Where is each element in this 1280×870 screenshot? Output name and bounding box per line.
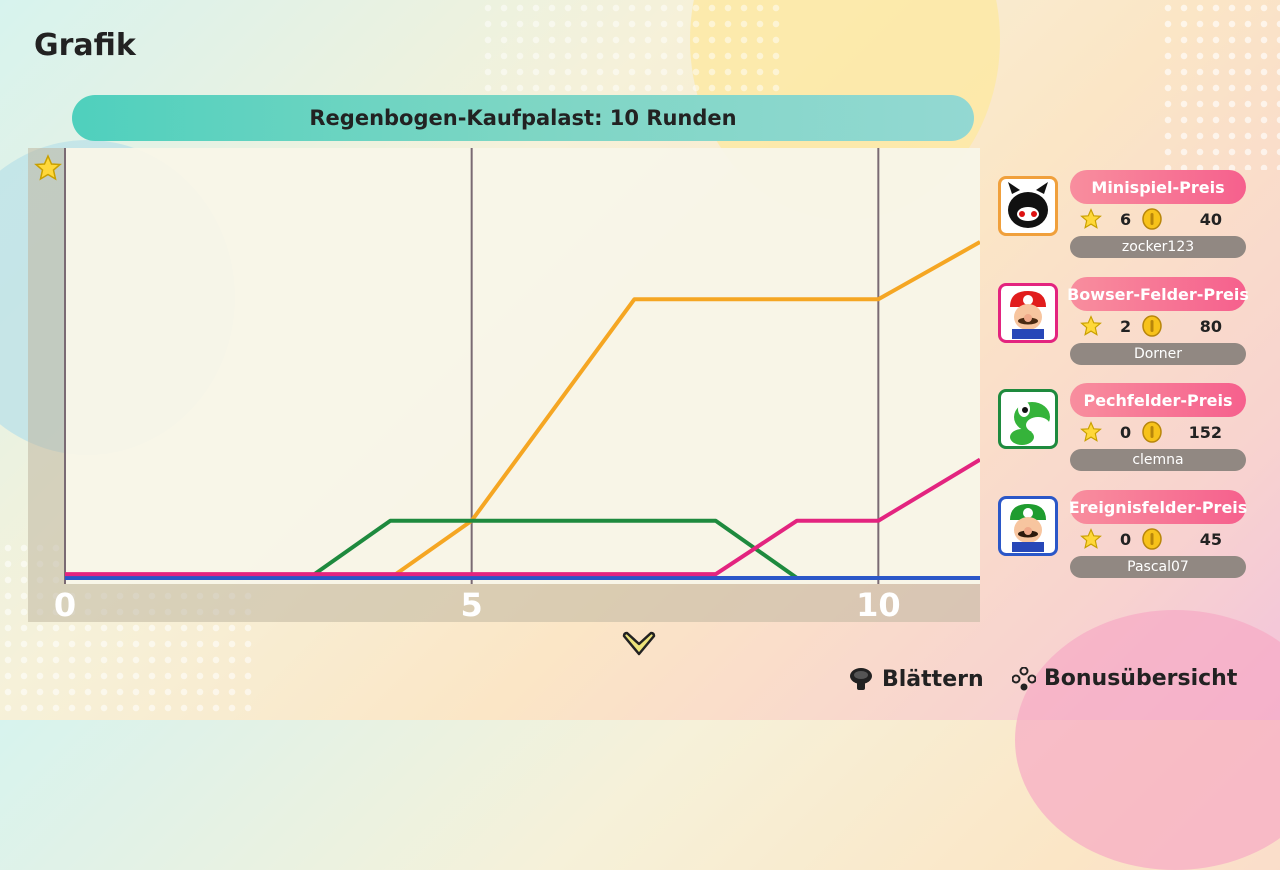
mario-icon xyxy=(998,283,1058,343)
star-icon xyxy=(1080,208,1102,229)
player-stats: 0 45 xyxy=(1080,526,1246,556)
background-circle-pink xyxy=(1015,610,1280,870)
bonus-award-label: Minispiel-Preis xyxy=(1070,170,1246,204)
yoshi-icon xyxy=(998,389,1058,449)
coin-icon xyxy=(1142,208,1162,230)
coin-count: 80 xyxy=(1199,317,1222,336)
player-stats: 0 152 xyxy=(1080,419,1246,449)
star-icon xyxy=(34,154,62,181)
bonus-overview-hint[interactable]: Bonusübersicht xyxy=(1012,666,1237,691)
x-tick-label: 10 xyxy=(856,586,901,622)
coin-count: 152 xyxy=(1188,423,1222,442)
buttons-icon xyxy=(1012,666,1036,690)
coin-icon xyxy=(1142,528,1162,550)
coin-icon xyxy=(1142,315,1162,337)
stars-chart: 0 5 10 xyxy=(28,148,980,622)
luigi-icon xyxy=(998,496,1058,556)
player-stats: 6 40 xyxy=(1080,206,1246,236)
bonus-award-label: Ereignisfelder-Preis xyxy=(1069,490,1247,524)
coin-icon xyxy=(1142,421,1162,443)
bonus-award-label: Pechfelder-Preis xyxy=(1070,383,1246,417)
coin-count: 45 xyxy=(1199,530,1222,549)
star-icon xyxy=(1080,421,1102,442)
star-count: 6 xyxy=(1120,210,1132,229)
series-line-3 xyxy=(65,457,980,577)
player-card: Ereignisfelder-Preis 0 45 Pascal07 xyxy=(996,490,1247,590)
star-count: 0 xyxy=(1120,530,1132,549)
player-stats: 2 80 xyxy=(1080,313,1246,343)
player-name: Dorner xyxy=(1070,343,1246,365)
player-card: Minispiel-Preis 6 40 zocker123 xyxy=(996,170,1246,270)
page-title: Grafik xyxy=(34,28,136,63)
player-name: zocker123 xyxy=(1070,236,1246,258)
scroll-hint[interactable]: Blättern xyxy=(848,666,984,692)
x-tick-label: 5 xyxy=(461,586,483,622)
ninji-icon xyxy=(998,176,1058,236)
stick-icon xyxy=(850,668,872,690)
chart-canvas: 0 5 10 xyxy=(28,148,980,622)
player-card: Bowser-Felder-Preis 2 80 Dorner xyxy=(996,277,1249,377)
chart-title: Regenbogen-Kaufpalast: 10 Runden xyxy=(72,95,974,141)
player-name: Pascal07 xyxy=(1070,556,1246,578)
scroll-hint-label: Blättern xyxy=(882,666,984,692)
x-tick-label: 0 xyxy=(54,586,76,622)
star-icon xyxy=(1080,528,1102,549)
star-count: 2 xyxy=(1120,317,1132,336)
star-count: 0 xyxy=(1120,423,1132,442)
bonus-award-label: Bowser-Felder-Preis xyxy=(1067,277,1249,311)
scroll-down-chevron-icon[interactable] xyxy=(620,630,658,658)
player-name: clemna xyxy=(1070,449,1246,471)
star-icon xyxy=(1080,315,1102,336)
player-card: Pechfelder-Preis 0 152 clemna xyxy=(996,383,1246,483)
bonus-overview-label: Bonusübersicht xyxy=(1044,666,1238,691)
coin-count: 40 xyxy=(1199,210,1222,229)
chart-plot-area xyxy=(65,148,980,584)
background-dots xyxy=(1160,0,1280,170)
